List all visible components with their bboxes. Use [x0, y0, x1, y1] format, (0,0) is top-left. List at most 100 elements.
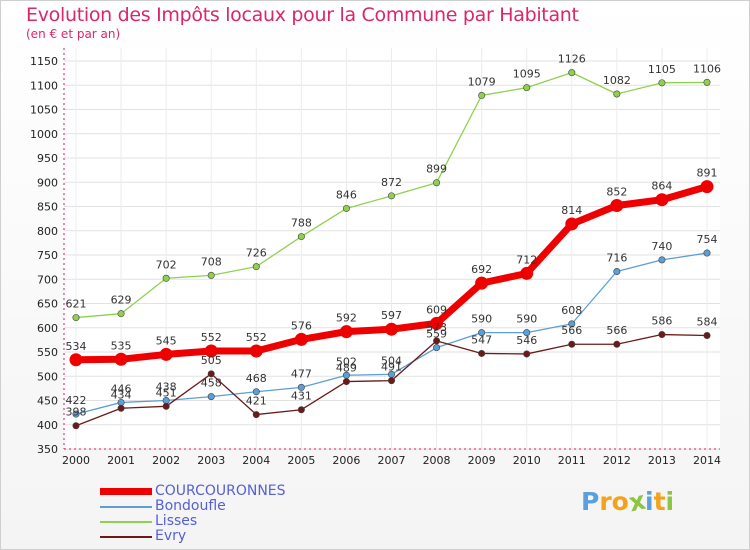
x-tick-label: 2003 [197, 454, 225, 467]
data-label-bondoufle: 422 [66, 394, 87, 407]
data-point-lisses [478, 91, 486, 99]
data-label-bondoufle: 590 [516, 313, 537, 326]
data-point-lisses [658, 79, 666, 87]
data-label-bondoufle: 559 [426, 328, 447, 341]
y-tick-label: 600 [37, 322, 58, 335]
data-label-lisses: 1082 [603, 74, 631, 87]
data-label-courcouronnes: 864 [651, 180, 672, 193]
data-label-lisses: 788 [291, 217, 312, 230]
data-label-courcouronnes: 552 [246, 331, 267, 344]
x-tick-label: 2008 [423, 454, 451, 467]
data-label-lisses: 1126 [558, 53, 586, 66]
data-point-evry [162, 402, 170, 410]
data-label-lisses: 629 [111, 294, 132, 307]
data-point-evry [207, 370, 215, 378]
x-tick-label: 2005 [287, 454, 315, 467]
data-label-bondoufle: 608 [561, 304, 582, 317]
data-point-evry [568, 340, 576, 348]
x-tick-label: 2014 [693, 454, 721, 467]
data-label-evry: 546 [516, 334, 537, 347]
legend-swatch [100, 536, 152, 538]
data-label-courcouronnes: 597 [381, 309, 402, 322]
data-point-lisses [387, 192, 395, 200]
data-label-bondoufle: 716 [606, 251, 627, 264]
y-tick-label: 1100 [30, 79, 58, 92]
data-label-courcouronnes: 814 [561, 204, 582, 217]
data-label-courcouronnes: 712 [516, 253, 537, 266]
data-point-courcouronnes [475, 276, 489, 290]
data-point-lisses [703, 78, 711, 86]
data-label-bondoufle: 477 [291, 367, 312, 380]
data-point-bondoufle [523, 329, 531, 337]
data-point-lisses [568, 69, 576, 77]
proxiti-logo: Proxiti [581, 486, 674, 518]
x-tick-label: 2004 [242, 454, 270, 467]
data-label-lisses: 726 [246, 247, 267, 260]
data-point-bondoufle [703, 249, 711, 257]
y-tick-label: 700 [37, 273, 58, 286]
data-point-courcouronnes [204, 344, 218, 358]
data-label-evry: 547 [471, 333, 492, 346]
data-point-bondoufle [568, 320, 576, 328]
x-tick-label: 2013 [648, 454, 676, 467]
data-point-courcouronnes [69, 353, 83, 367]
data-point-evry [252, 411, 260, 419]
data-point-courcouronnes [339, 325, 353, 339]
data-point-courcouronnes [294, 332, 308, 346]
data-point-lisses [252, 263, 260, 271]
x-tick-label: 2009 [468, 454, 496, 467]
y-tick-label: 400 [37, 419, 58, 432]
data-label-courcouronnes: 576 [291, 319, 312, 332]
logo-letter: t [653, 487, 666, 516]
y-tick-label: 900 [37, 176, 58, 189]
y-tick-label: 450 [37, 395, 58, 408]
data-label-lisses: 1106 [693, 62, 721, 75]
data-point-lisses [72, 314, 80, 322]
data-point-bondoufle [613, 267, 621, 275]
data-point-lisses [297, 233, 305, 241]
data-label-evry: 566 [561, 324, 582, 337]
data-label-courcouronnes: 535 [111, 339, 132, 352]
data-point-evry [523, 350, 531, 358]
data-point-bondoufle [478, 329, 486, 337]
data-point-courcouronnes [114, 352, 128, 366]
data-label-evry: 421 [246, 395, 267, 408]
logo-letter: o [611, 487, 629, 516]
data-label-lisses: 1105 [648, 63, 676, 76]
data-point-evry [658, 331, 666, 339]
data-point-courcouronnes [520, 266, 534, 280]
data-label-courcouronnes: 692 [471, 263, 492, 276]
data-label-evry: 451 [156, 386, 177, 399]
data-label-evry: 398 [66, 406, 87, 419]
data-label-bondoufle: 740 [651, 240, 672, 253]
y-tick-label: 650 [37, 298, 58, 311]
data-label-bondoufle: 438 [156, 381, 177, 394]
data-point-evry [72, 422, 80, 430]
y-tick-label: 850 [37, 201, 58, 214]
x-tick-label: 2007 [378, 454, 406, 467]
data-point-evry [433, 337, 441, 345]
data-point-lisses [117, 310, 125, 318]
data-point-evry [387, 377, 395, 385]
legend-label: Bondoufle [155, 498, 226, 514]
data-label-lisses: 846 [336, 188, 357, 201]
data-label-evry: 431 [291, 390, 312, 403]
data-label-bondoufle: 504 [381, 354, 402, 367]
y-tick-label: 1150 [30, 55, 58, 68]
x-tick-label: 2001 [107, 454, 135, 467]
data-point-lisses [433, 179, 441, 187]
data-label-evry: 573 [426, 321, 447, 334]
x-tick-label: 2011 [558, 454, 586, 467]
data-label-courcouronnes: 609 [426, 303, 447, 316]
chart-subtitle: (en € et par an) [26, 27, 121, 41]
x-tick-label: 2010 [513, 454, 541, 467]
data-point-courcouronnes [385, 322, 398, 336]
data-label-courcouronnes: 852 [606, 186, 627, 199]
data-label-bondoufle: 502 [336, 355, 357, 368]
data-label-courcouronnes: 534 [66, 340, 87, 353]
x-tick-label: 2006 [332, 454, 360, 467]
legend-swatch [100, 488, 152, 495]
data-point-lisses [162, 274, 170, 282]
y-tick-label: 550 [37, 346, 58, 359]
